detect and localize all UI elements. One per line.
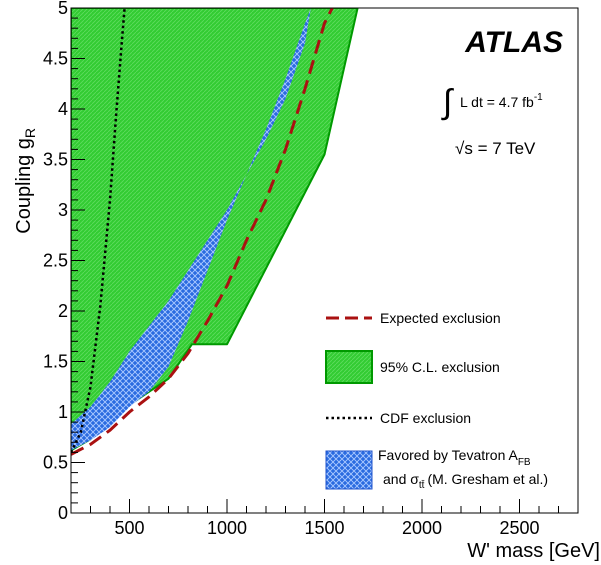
y-axis-title-main: Coupling g: [13, 138, 35, 234]
x-tick-label: 2500: [499, 518, 539, 538]
legend-tevatron-name: Favored by Tevatron A: [378, 447, 518, 463]
y-tick-label: 0.5: [43, 453, 68, 473]
y-tick-label: 2: [58, 301, 68, 321]
y-tick-label: 4: [58, 99, 68, 119]
legend-tevatron-sigma-sub: tt̄: [419, 479, 425, 491]
energy-value: = 7 TeV: [478, 139, 536, 158]
x-axis-title: W' mass [GeV]: [467, 540, 600, 562]
y-axis-title: Coupling gR: [13, 128, 38, 234]
legend-label-cdf: CDF exclusion: [380, 410, 471, 426]
luminosity-sup: -1: [534, 92, 543, 103]
x-tick-label: 1500: [304, 518, 344, 538]
y-axis-title-sub: R: [22, 128, 38, 138]
legend-tevatron-sigma: and σ: [383, 471, 419, 487]
legend-item-cdf: CDF exclusion: [326, 410, 471, 426]
luminosity-value: L dt = 4.7 fb: [460, 94, 534, 110]
energy-sqrt-s: √s: [455, 139, 473, 158]
x-tick-label: 500: [114, 518, 144, 538]
x-tick-label: 1000: [207, 518, 247, 538]
legend-label-exclusion: 95% C.L. exclusion: [380, 359, 500, 375]
legend-item-expected: Expected exclusion: [326, 310, 501, 326]
legend-label-tevatron-line2: and σtt̄ (M. Gresham et al.): [383, 471, 548, 491]
legend-item-exclusion: 95% C.L. exclusion: [326, 351, 500, 383]
y-tick-label: 1.5: [43, 352, 68, 372]
integral-icon: ∫: [441, 83, 454, 121]
legend-label-tevatron-line1: Favored by Tevatron AFB: [378, 447, 531, 468]
y-tick-label: 3: [58, 200, 68, 220]
legend-tevatron-author: (M. Gresham et al.): [427, 471, 548, 487]
y-tick-label: 0: [58, 503, 68, 523]
legend: Expected exclusion 95% C.L. exclusion CD…: [326, 310, 548, 491]
legend-label-expected: Expected exclusion: [380, 310, 501, 326]
luminosity-label: ∫ L dt = 4.7 fb-1: [441, 83, 543, 121]
svg-text:√s = 7 TeV: √s = 7 TeV: [455, 139, 536, 158]
y-tick-label: 1: [58, 402, 68, 422]
legend-tevatron-sub: FB: [518, 457, 531, 468]
y-tick-label: 5: [58, 0, 68, 18]
energy-label: √s = 7 TeV: [455, 139, 536, 158]
legend-swatch-exclusion: [326, 351, 372, 383]
luminosity-text: L dt = 4.7 fb-1: [460, 92, 543, 110]
y-tick-label: 2.5: [43, 251, 68, 271]
legend-swatch-tevatron: [326, 451, 372, 489]
y-tick-label: 3.5: [43, 150, 68, 170]
legend-item-tevatron: Favored by Tevatron AFB and σtt̄ (M. Gres…: [326, 447, 548, 491]
x-tick-label: 2000: [402, 518, 442, 538]
experiment-label: ATLAS: [464, 26, 563, 59]
y-tick-label: 4.5: [43, 49, 68, 69]
plot-area: [71, 8, 358, 454]
